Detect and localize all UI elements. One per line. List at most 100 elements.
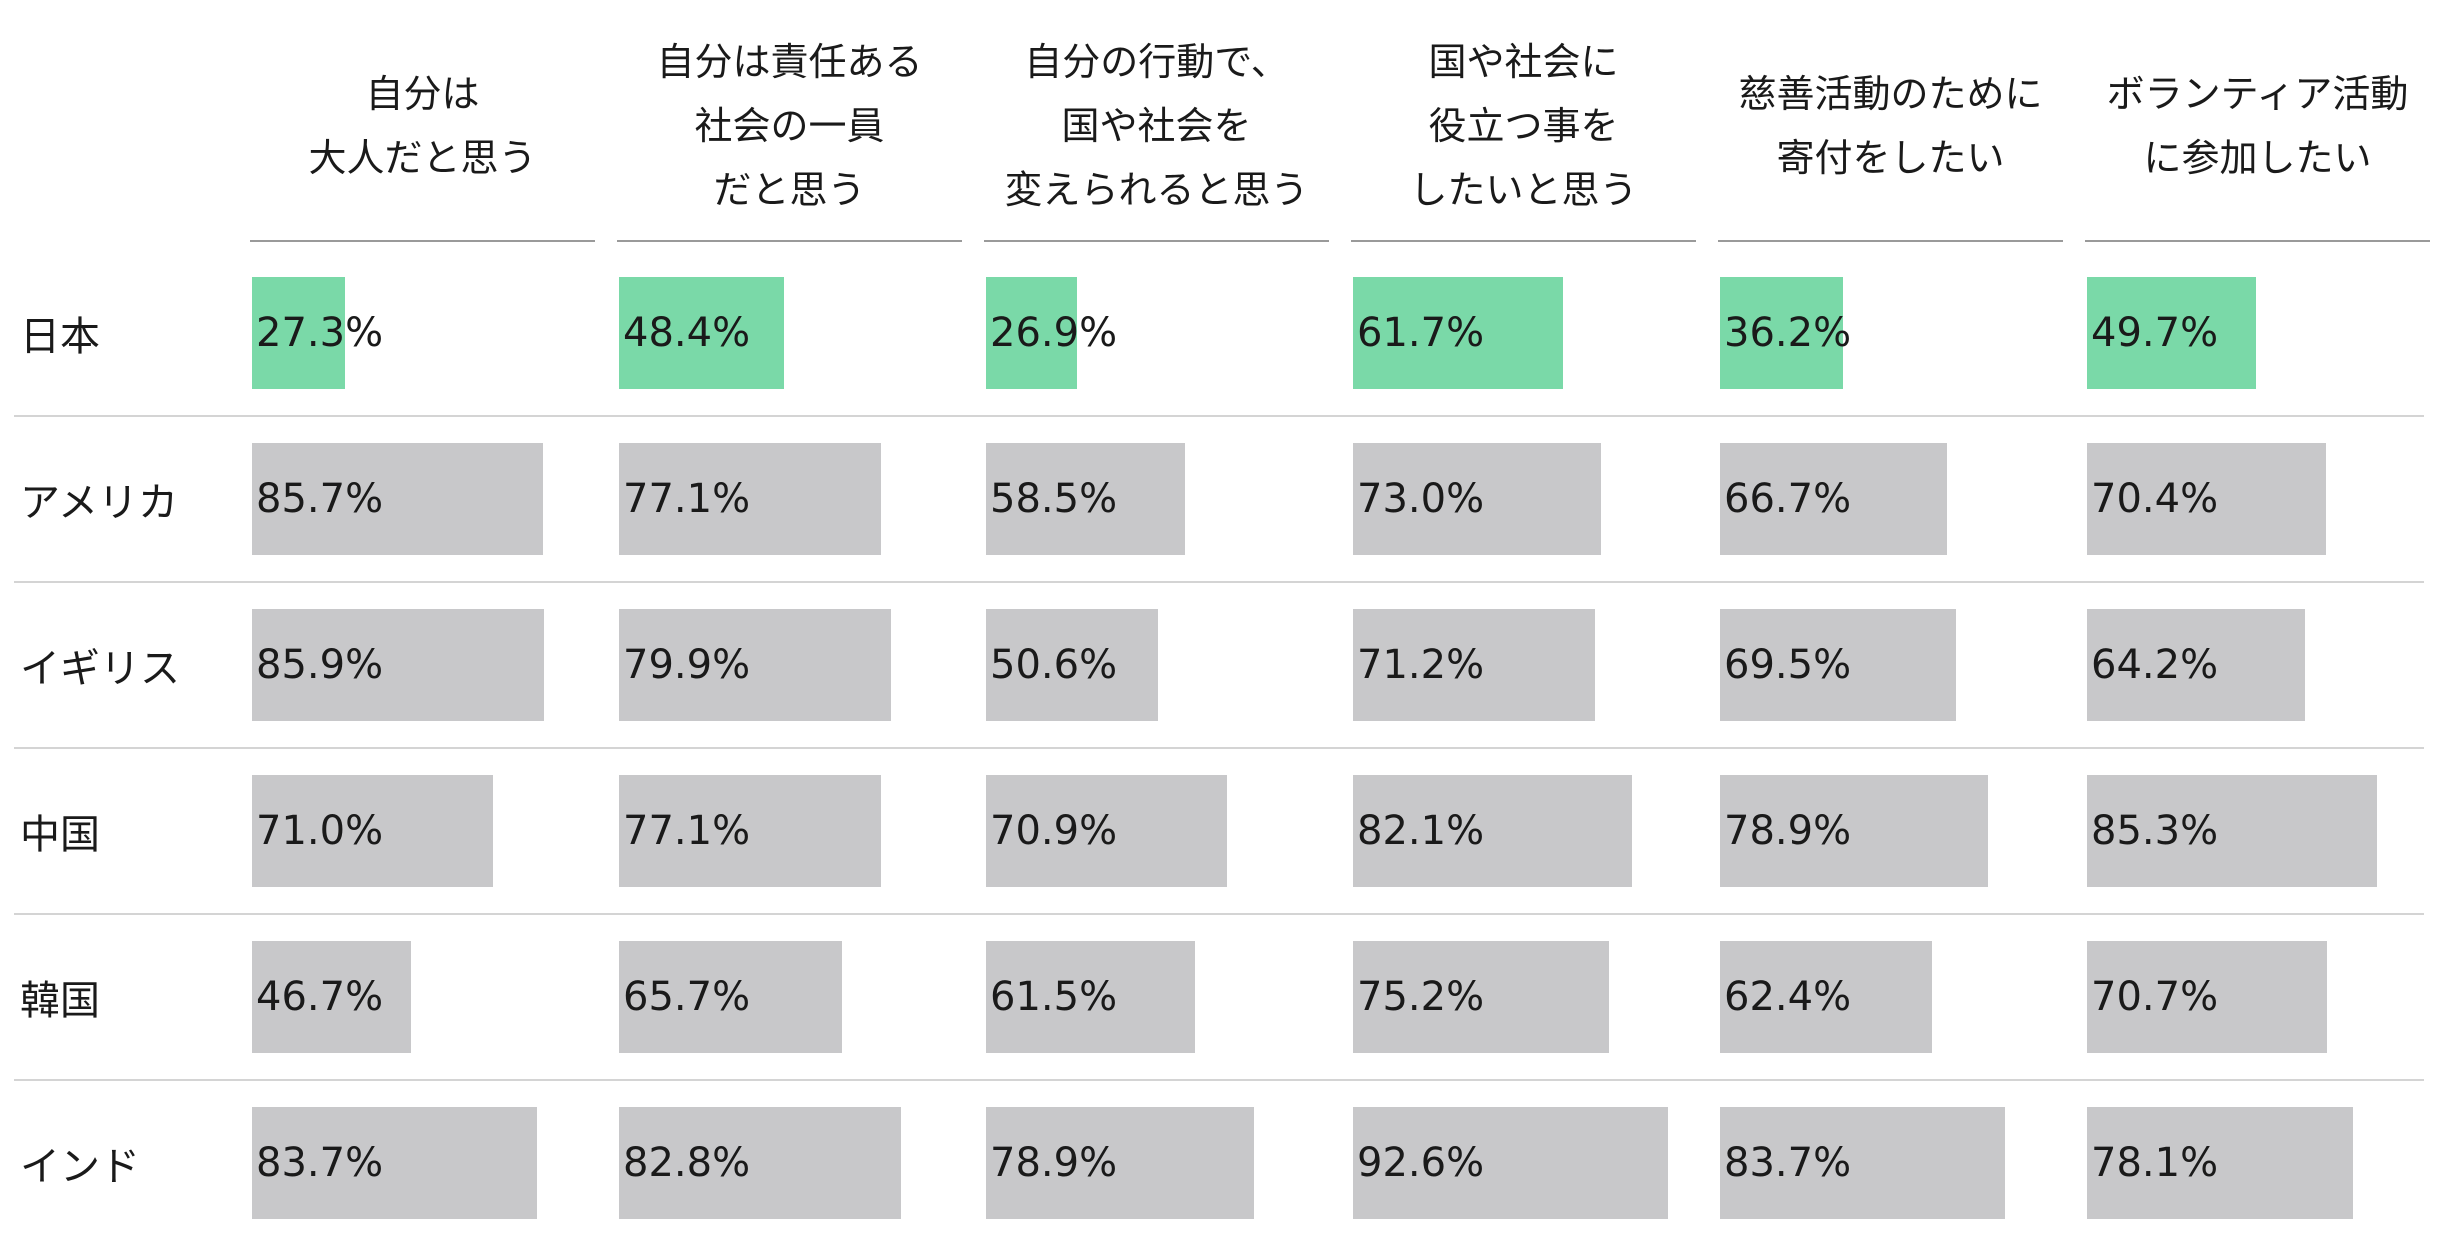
row-label: アメリカ [20, 480, 178, 526]
column-header-text: 自分は責任ある 社会の一員 だと思う [656, 40, 923, 212]
row-separator [14, 1079, 2424, 1081]
bar [986, 775, 1227, 887]
bar-value-label: 46.7% [256, 974, 384, 1020]
bar [2087, 775, 2377, 887]
bar-value-label: 58.5% [990, 476, 1118, 522]
column-header: 自分の行動で、 国や社会を 変えられると思う [984, 20, 1329, 232]
row-label: 日本 [20, 314, 100, 360]
row-separator [14, 747, 2424, 749]
bar [2087, 1107, 2353, 1219]
bar [1720, 443, 1947, 555]
column-header-underline [1351, 240, 1696, 242]
bar [986, 1107, 1254, 1219]
row-label: インド [20, 1144, 140, 1190]
bar-value-label: 66.7% [1724, 476, 1852, 522]
row-separator [14, 581, 2424, 583]
bar-value-label: 69.5% [1724, 642, 1852, 688]
bar [1720, 775, 1988, 887]
column-header-underline [984, 240, 1329, 242]
column-header-text: 自分の行動で、 国や社会を 変えられると思う [1004, 40, 1309, 212]
bar-value-label: 27.3% [256, 310, 384, 356]
bar-value-label: 26.9% [990, 310, 1118, 356]
bar-value-label: 77.1% [623, 808, 751, 854]
bar-value-label: 79.9% [623, 642, 751, 688]
bar [1353, 277, 1563, 389]
bar [252, 775, 493, 887]
bar [1720, 1107, 2005, 1219]
bar-value-label: 61.5% [990, 974, 1118, 1020]
bar [986, 609, 1158, 721]
bar [252, 1107, 537, 1219]
row-separator [14, 913, 2424, 915]
bar [2087, 941, 2327, 1053]
bar-value-label: 75.2% [1357, 974, 1485, 1020]
bar-value-label: 70.4% [2091, 476, 2219, 522]
bar [2087, 277, 2256, 389]
row-label: 中国 [20, 812, 100, 858]
bar-value-label: 85.7% [256, 476, 384, 522]
bar [986, 277, 1077, 389]
bar [1353, 443, 1601, 555]
bar-value-label: 78.9% [990, 1140, 1118, 1186]
column-header: 自分は 大人だと思う [250, 20, 595, 232]
bar-value-label: 62.4% [1724, 974, 1852, 1020]
bar [1353, 941, 1609, 1053]
bar [252, 941, 411, 1053]
column-header-underline [250, 240, 595, 242]
bar [619, 775, 881, 887]
column-header-text: 国や社会に 役立つ事を したいと思う [1409, 40, 1638, 212]
column-header: 国や社会に 役立つ事を したいと思う [1351, 20, 1696, 232]
bar [619, 277, 784, 389]
bar [2087, 443, 2326, 555]
bar-value-label: 85.3% [2091, 808, 2219, 854]
bar-value-label: 77.1% [623, 476, 751, 522]
bar-value-label: 70.9% [990, 808, 1118, 854]
column-header-text: 慈善活動のために 寄付をしたい [1738, 72, 2043, 180]
bar-value-label: 83.7% [256, 1140, 384, 1186]
bar [252, 443, 543, 555]
bar [619, 941, 842, 1053]
row-separator [14, 415, 2424, 417]
bar-value-label: 71.0% [256, 808, 384, 854]
bar-value-label: 82.1% [1357, 808, 1485, 854]
row-label: 韓国 [20, 978, 100, 1024]
bar-value-label: 71.2% [1357, 642, 1485, 688]
bar [1720, 277, 1843, 389]
bar-value-label: 49.7% [2091, 310, 2219, 356]
bar-value-label: 50.6% [990, 642, 1118, 688]
column-header: 自分は責任ある 社会の一員 だと思う [617, 20, 962, 232]
column-header: 慈善活動のために 寄付をしたい [1718, 20, 2063, 232]
bar [986, 941, 1195, 1053]
bar-value-label: 83.7% [1724, 1140, 1852, 1186]
bar [986, 443, 1185, 555]
bar [252, 277, 345, 389]
bar-value-label: 70.7% [2091, 974, 2219, 1020]
bar [1353, 775, 1632, 887]
bar [1720, 941, 1932, 1053]
bar-value-label: 92.6% [1357, 1140, 1485, 1186]
bar-value-label: 73.0% [1357, 476, 1485, 522]
bar [619, 609, 891, 721]
bar [252, 609, 544, 721]
bar-value-label: 64.2% [2091, 642, 2219, 688]
bar [1353, 609, 1595, 721]
bar-value-label: 78.1% [2091, 1140, 2219, 1186]
column-header-underline [1718, 240, 2063, 242]
bar [1720, 609, 1956, 721]
bar-value-label: 65.7% [623, 974, 751, 1020]
bar [1353, 1107, 1668, 1219]
column-header: ボランティア活動 に参加したい [2085, 20, 2430, 232]
bar [619, 443, 881, 555]
bar [2087, 609, 2305, 721]
bar [619, 1107, 901, 1219]
bar-value-label: 85.9% [256, 642, 384, 688]
column-header-underline [617, 240, 962, 242]
bar-value-label: 36.2% [1724, 310, 1852, 356]
column-header-text: 自分は 大人だと思う [308, 72, 537, 180]
bar-value-label: 61.7% [1357, 310, 1485, 356]
row-label: イギリス [20, 646, 180, 692]
column-header-text: ボランティア活動 に参加したい [2106, 72, 2409, 180]
column-header-underline [2085, 240, 2430, 242]
bar-value-label: 82.8% [623, 1140, 751, 1186]
